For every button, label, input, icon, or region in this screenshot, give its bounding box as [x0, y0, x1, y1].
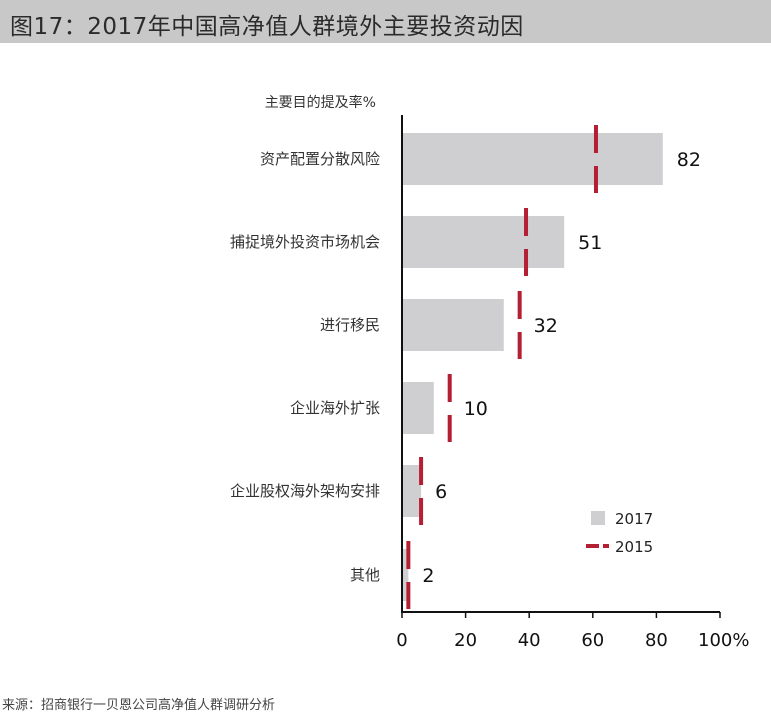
legend-swatch-2017 — [591, 511, 605, 525]
x-tick-label: 0 — [396, 630, 407, 651]
x-tick-label: 40 — [518, 630, 541, 651]
category-label: 企业股权海外架构安排 — [230, 482, 380, 500]
data-label: 32 — [534, 315, 558, 337]
bar-2017 — [402, 465, 422, 517]
data-label: 6 — [435, 481, 447, 503]
chart-title: 图17：2017年中国高净值人群境外主要投资动因 — [10, 14, 524, 40]
category-label: 捕捉境外投资市场机会 — [230, 233, 380, 251]
bar-2017 — [402, 299, 504, 351]
legend-label-2015: 2015 — [615, 538, 653, 556]
y-axis-title: 主要目的提及率% — [265, 94, 376, 111]
legend-label-2017: 2017 — [615, 510, 653, 528]
x-tick-label: 80 — [645, 630, 668, 651]
bar-2017 — [402, 133, 663, 185]
data-label: 82 — [677, 149, 701, 171]
data-label: 10 — [464, 398, 488, 420]
category-label: 资产配置分散风险 — [260, 150, 380, 168]
category-label: 其他 — [350, 566, 380, 584]
bar-chart: 主要目的提及率% 资产配置分散风险 82 捕捉境外投资市场机会 51 进行移民 32 企业海外… — [230, 94, 749, 651]
category-label: 企业海外扩张 — [290, 399, 380, 417]
x-tick-label: 20 — [454, 630, 477, 651]
x-tick-label: 100% — [698, 630, 749, 651]
data-label: 51 — [578, 232, 602, 254]
bar-2017 — [402, 382, 434, 434]
bar-2017 — [402, 549, 409, 601]
source-note: 来源：招商银行一贝恩公司高净值人群调研分析 — [2, 698, 276, 713]
x-tick-label: 60 — [581, 630, 604, 651]
category-label: 进行移民 — [320, 316, 380, 334]
data-label: 2 — [422, 565, 434, 587]
title-bar: 图17：2017年中国高净值人群境外主要投资动因 — [0, 0, 771, 43]
bar-2017 — [402, 216, 565, 268]
